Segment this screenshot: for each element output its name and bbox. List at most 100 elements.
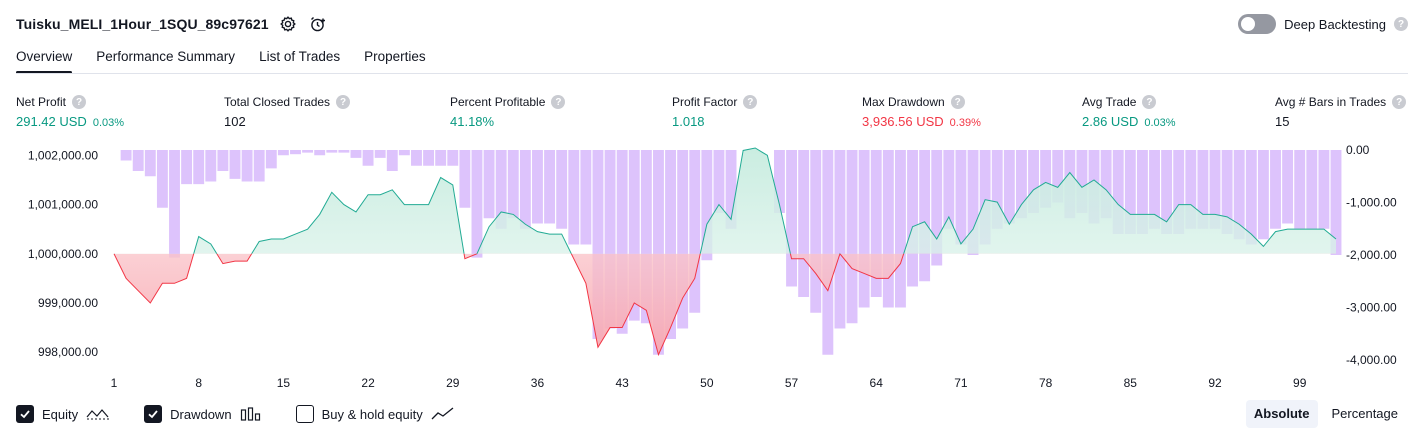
metric-label: Total Closed Trades — [224, 95, 331, 109]
drawdown-bar — [229, 150, 241, 179]
drawdown-bar — [205, 150, 217, 182]
drawdown-bar — [290, 150, 301, 155]
drawdown-bar — [1149, 150, 1160, 229]
metric-value: 15 — [1275, 114, 1290, 129]
drawdown-bar — [483, 150, 495, 219]
drawdown-bar — [955, 150, 967, 245]
drawdown-bar — [822, 150, 834, 355]
drawdown-bar — [1112, 150, 1124, 234]
drawdown-bar — [386, 150, 398, 171]
drawdown-bar — [326, 150, 338, 153]
x-axis-tick-label: 22 — [361, 376, 375, 390]
left-axis-tick-label: 1,000,000.00 — [28, 247, 98, 261]
equity-line-positive — [114, 147, 1337, 254]
drawdown-bar — [132, 150, 144, 171]
legend-drawdown[interactable]: Drawdown — [144, 405, 261, 423]
deep-backtesting-toggle[interactable] — [1238, 14, 1277, 34]
metric-value: 1.018 — [672, 114, 705, 129]
metric-percent-profitable: Percent Profitable? 41.18% — [450, 94, 566, 129]
x-axis-tick-label: 29 — [446, 376, 460, 390]
metric-value: 3,936.56 USD — [862, 114, 944, 129]
drawdown-bar — [277, 150, 289, 156]
drawdown-bar — [665, 150, 676, 339]
legend-label: Buy & hold equity — [321, 406, 423, 422]
drawdown-bar — [907, 150, 918, 287]
drawdown-bar — [943, 150, 955, 229]
buy-hold-checkbox[interactable] — [295, 405, 314, 423]
left-axis-tick-label: 1,001,000.00 — [28, 198, 98, 212]
absolute-button[interactable]: Absolute — [1245, 400, 1318, 428]
question-circle-icon[interactable]: ? — [743, 95, 758, 109]
left-axis: 1,002,000.00 1,001,000.00 1,000,000.00 999,… — [28, 148, 98, 359]
right-axis-tick-label: -4,000.00 — [1346, 353, 1397, 367]
tab-properties[interactable]: Properties — [364, 49, 426, 64]
x-axis-tick-label: 36 — [531, 376, 545, 390]
drawdown-bar — [870, 150, 882, 297]
drawdown-bar — [1221, 150, 1233, 234]
drawdown-bar — [241, 150, 253, 182]
percentage-button[interactable]: Percentage — [1331, 406, 1399, 421]
tab-list-of-trades[interactable]: List of Trades — [259, 49, 341, 64]
drawdown-bar — [919, 150, 931, 282]
drawdown-bar — [1233, 150, 1245, 240]
metric-total-closed-trades: Total Closed Trades? 102 — [224, 94, 351, 129]
legend-buy-hold[interactable]: Buy & hold equity — [295, 405, 455, 423]
question-circle-icon[interactable]: ? — [551, 95, 566, 109]
drawdown-bars — [120, 150, 1342, 355]
metric-label: Max Drawdown — [862, 95, 945, 109]
drawdown-bar — [991, 150, 1003, 229]
question-circle-icon[interactable]: ? — [1142, 95, 1157, 109]
alarm-clock-plus-icon[interactable] — [307, 13, 329, 35]
drawdown-bar — [689, 150, 701, 313]
drawdown-bar — [532, 150, 543, 224]
drawdown-bar — [604, 150, 616, 329]
drawdown-bar — [411, 150, 422, 166]
strategy-header: Tuisku_MELI_1Hour_1SQU_89c97621 — [16, 12, 329, 36]
drawdown-bar — [435, 150, 447, 166]
strategy-title: Tuisku_MELI_1Hour_1SQU_89c97621 — [16, 16, 269, 32]
equity-checkbox[interactable] — [16, 405, 34, 423]
tab-overview[interactable]: Overview — [16, 44, 73, 74]
gear-icon[interactable] — [277, 13, 299, 35]
drawdown-bar — [398, 150, 410, 156]
drawdown-bar — [713, 150, 725, 213]
question-circle-icon[interactable]: ? — [1394, 17, 1408, 31]
drawdown-bar — [1209, 150, 1221, 229]
x-axis-tick-label: 85 — [1124, 376, 1138, 390]
drawdown-bar — [374, 150, 386, 158]
equity-drawdown-chart[interactable]: 1,002,000.00 1,001,000.00 1,000,000.00 999,… — [0, 140, 1424, 396]
drawdown-bar — [1100, 150, 1112, 219]
drawdown-bar — [592, 150, 604, 339]
legend-equity[interactable]: Equity — [16, 405, 110, 423]
question-circle-icon[interactable]: ? — [336, 95, 351, 109]
deep-backtesting-label: Deep Backtesting — [1284, 16, 1386, 32]
drawdown-checkbox[interactable] — [144, 405, 163, 423]
metric-label: Percent Profitable — [450, 95, 546, 109]
metric-value: 291.42 USD — [16, 114, 87, 129]
drawdown-bar — [1076, 150, 1088, 213]
x-axis-tick-label: 57 — [785, 376, 799, 390]
buy-hold-line-icon — [431, 406, 455, 422]
drawdown-bar — [1028, 150, 1039, 213]
drawdown-bar — [314, 150, 326, 156]
metric-label: Profit Factor — [672, 95, 738, 109]
drawdown-bar — [217, 150, 229, 171]
drawdown-bar — [1245, 150, 1257, 245]
drawdown-bar — [1136, 150, 1148, 234]
drawdown-bar — [519, 150, 531, 229]
tab-performance-summary[interactable]: Performance Summary — [96, 49, 236, 64]
drawdown-bar — [1294, 150, 1306, 229]
question-circle-icon[interactable]: ? — [950, 95, 965, 109]
question-circle-icon[interactable]: ? — [1392, 95, 1407, 109]
toggle-knob — [1241, 17, 1256, 31]
drawdown-bar — [810, 150, 822, 313]
drawdown-bar — [362, 150, 374, 166]
scale-mode-switch: Absolute Percentage — [1245, 400, 1406, 428]
question-circle-icon[interactable]: ? — [72, 95, 87, 109]
drawdown-bar — [1257, 150, 1269, 240]
metric-value: 41.18% — [450, 114, 495, 129]
drawdown-bar — [677, 150, 689, 329]
x-axis-tick-label: 78 — [1039, 376, 1053, 390]
drawdown-bar — [894, 150, 906, 308]
right-axis-tick-label: 0.00 — [1346, 143, 1370, 157]
